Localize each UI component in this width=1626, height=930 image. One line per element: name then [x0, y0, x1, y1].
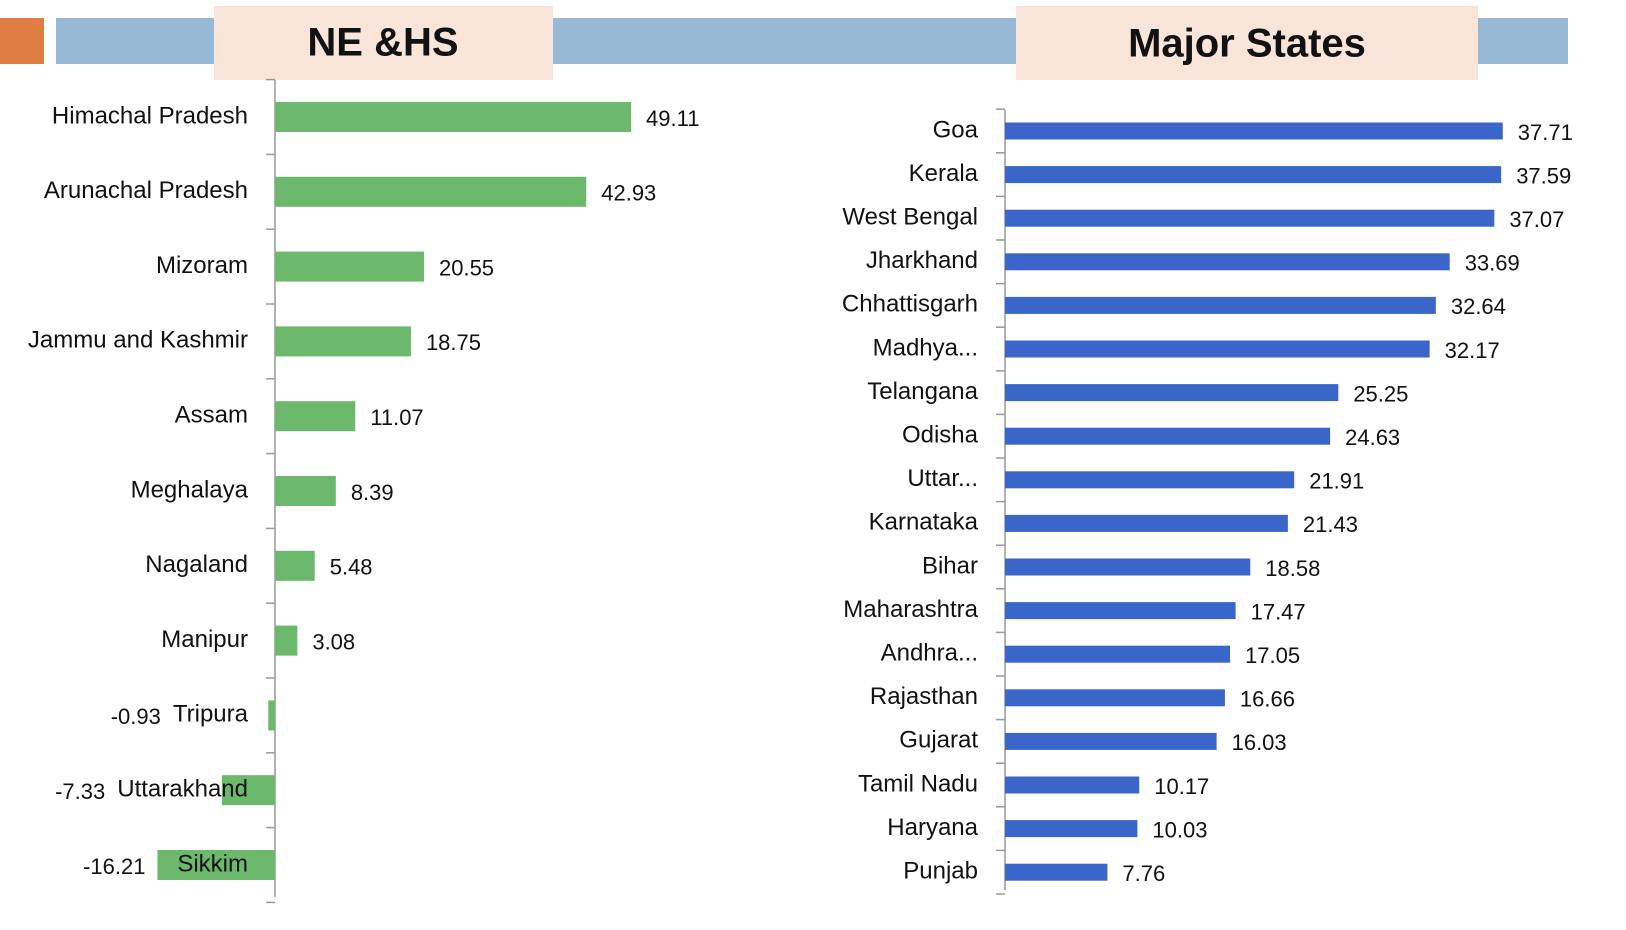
category-label: Tamil Nadu — [858, 770, 978, 797]
bar — [1005, 427, 1331, 445]
bar — [1005, 166, 1502, 184]
category-label: Mizoram — [156, 252, 248, 279]
bar — [1005, 558, 1251, 576]
bar — [1005, 645, 1231, 663]
category-label: Maharashtra — [843, 596, 978, 623]
title-box — [214, 6, 553, 80]
category-label: Uttar... — [907, 465, 978, 492]
bar — [221, 775, 275, 806]
chart-title: NE &HS — [307, 21, 458, 65]
value-label: -16.21 — [83, 854, 145, 879]
value-label: 21.91 — [1309, 469, 1364, 494]
bar — [1005, 253, 1450, 271]
category-label: Haryana — [887, 814, 978, 841]
bar — [1005, 471, 1295, 489]
value-label: 20.55 — [439, 255, 494, 280]
value-label: 25.25 — [1353, 381, 1408, 406]
category-label: Bihar — [922, 552, 978, 579]
bar — [268, 700, 275, 731]
category-label: Goa — [933, 116, 979, 143]
value-label: 37.59 — [1516, 163, 1571, 188]
bar — [1005, 602, 1236, 620]
category-label: Uttarakhand — [117, 776, 248, 803]
category-label: Rajasthan — [870, 683, 978, 710]
bar — [1005, 776, 1140, 794]
category-label: Karnataka — [869, 509, 979, 536]
category-label: Tripura — [173, 701, 249, 728]
category-label: Kerala — [909, 160, 979, 187]
value-label: 17.47 — [1251, 599, 1306, 624]
value-label: 16.66 — [1240, 687, 1295, 712]
value-label: 33.69 — [1465, 251, 1520, 276]
bar — [1005, 689, 1225, 707]
category-label: Arunachal Pradesh — [44, 177, 248, 204]
bar — [1005, 122, 1503, 140]
category-label: Madhya... — [873, 334, 978, 361]
bar — [157, 850, 275, 880]
category-label: Manipur — [161, 626, 248, 653]
value-label: -0.93 — [111, 704, 161, 729]
category-label: Jammu and Kashmir — [28, 327, 248, 354]
value-label: 42.93 — [601, 181, 656, 206]
bar — [1005, 296, 1436, 314]
value-label: 8.39 — [351, 480, 394, 505]
category-label: Chhattisgarh — [842, 291, 978, 318]
value-label: 32.64 — [1451, 294, 1506, 319]
value-label: 5.48 — [330, 555, 373, 580]
bar — [275, 251, 424, 282]
bar — [275, 401, 356, 432]
category-label: Andhra... — [881, 640, 978, 667]
category-label: West Bengal — [842, 204, 978, 231]
value-label: 10.17 — [1154, 774, 1209, 799]
value-label: 7.76 — [1122, 861, 1165, 886]
bar — [275, 176, 587, 207]
value-label: 49.11 — [646, 106, 699, 131]
category-label: Nagaland — [145, 551, 248, 578]
category-label: Telangana — [867, 378, 978, 405]
value-label: 24.63 — [1345, 425, 1400, 450]
value-label: 17.05 — [1245, 643, 1300, 668]
value-label: 18.75 — [426, 330, 481, 355]
value-label: 18.58 — [1265, 556, 1320, 581]
bar — [1005, 732, 1217, 750]
bar — [1005, 820, 1138, 838]
value-label: 21.43 — [1303, 512, 1358, 537]
value-label: 37.71 — [1518, 120, 1573, 145]
bar — [275, 102, 632, 132]
bar — [275, 326, 411, 357]
bar — [1005, 340, 1430, 358]
banner-accent — [0, 18, 44, 64]
bar — [275, 476, 336, 506]
bar — [1005, 384, 1339, 402]
value-label: 32.17 — [1445, 338, 1500, 363]
category-label: Punjab — [903, 858, 978, 885]
category-label: Gujarat — [899, 727, 978, 754]
category-label: Assam — [175, 402, 248, 429]
category-label: Odisha — [902, 422, 979, 449]
category-label: Himachal Pradesh — [52, 102, 248, 129]
bar — [1005, 209, 1495, 227]
bar — [275, 625, 298, 656]
value-label: 3.08 — [312, 629, 355, 654]
value-label: 10.03 — [1152, 817, 1207, 842]
category-label: Jharkhand — [866, 247, 978, 274]
title-box — [1016, 6, 1478, 80]
value-label: 37.07 — [1509, 207, 1564, 232]
category-label: Meghalaya — [131, 476, 249, 503]
value-label: 11.07 — [370, 405, 423, 430]
bar — [275, 550, 315, 581]
value-label: 16.03 — [1232, 730, 1287, 755]
bar — [1005, 514, 1288, 532]
category-label: Sikkim — [177, 850, 248, 877]
value-label: -7.33 — [55, 779, 105, 804]
chart-title: Major States — [1128, 22, 1366, 66]
bar — [1005, 863, 1108, 881]
